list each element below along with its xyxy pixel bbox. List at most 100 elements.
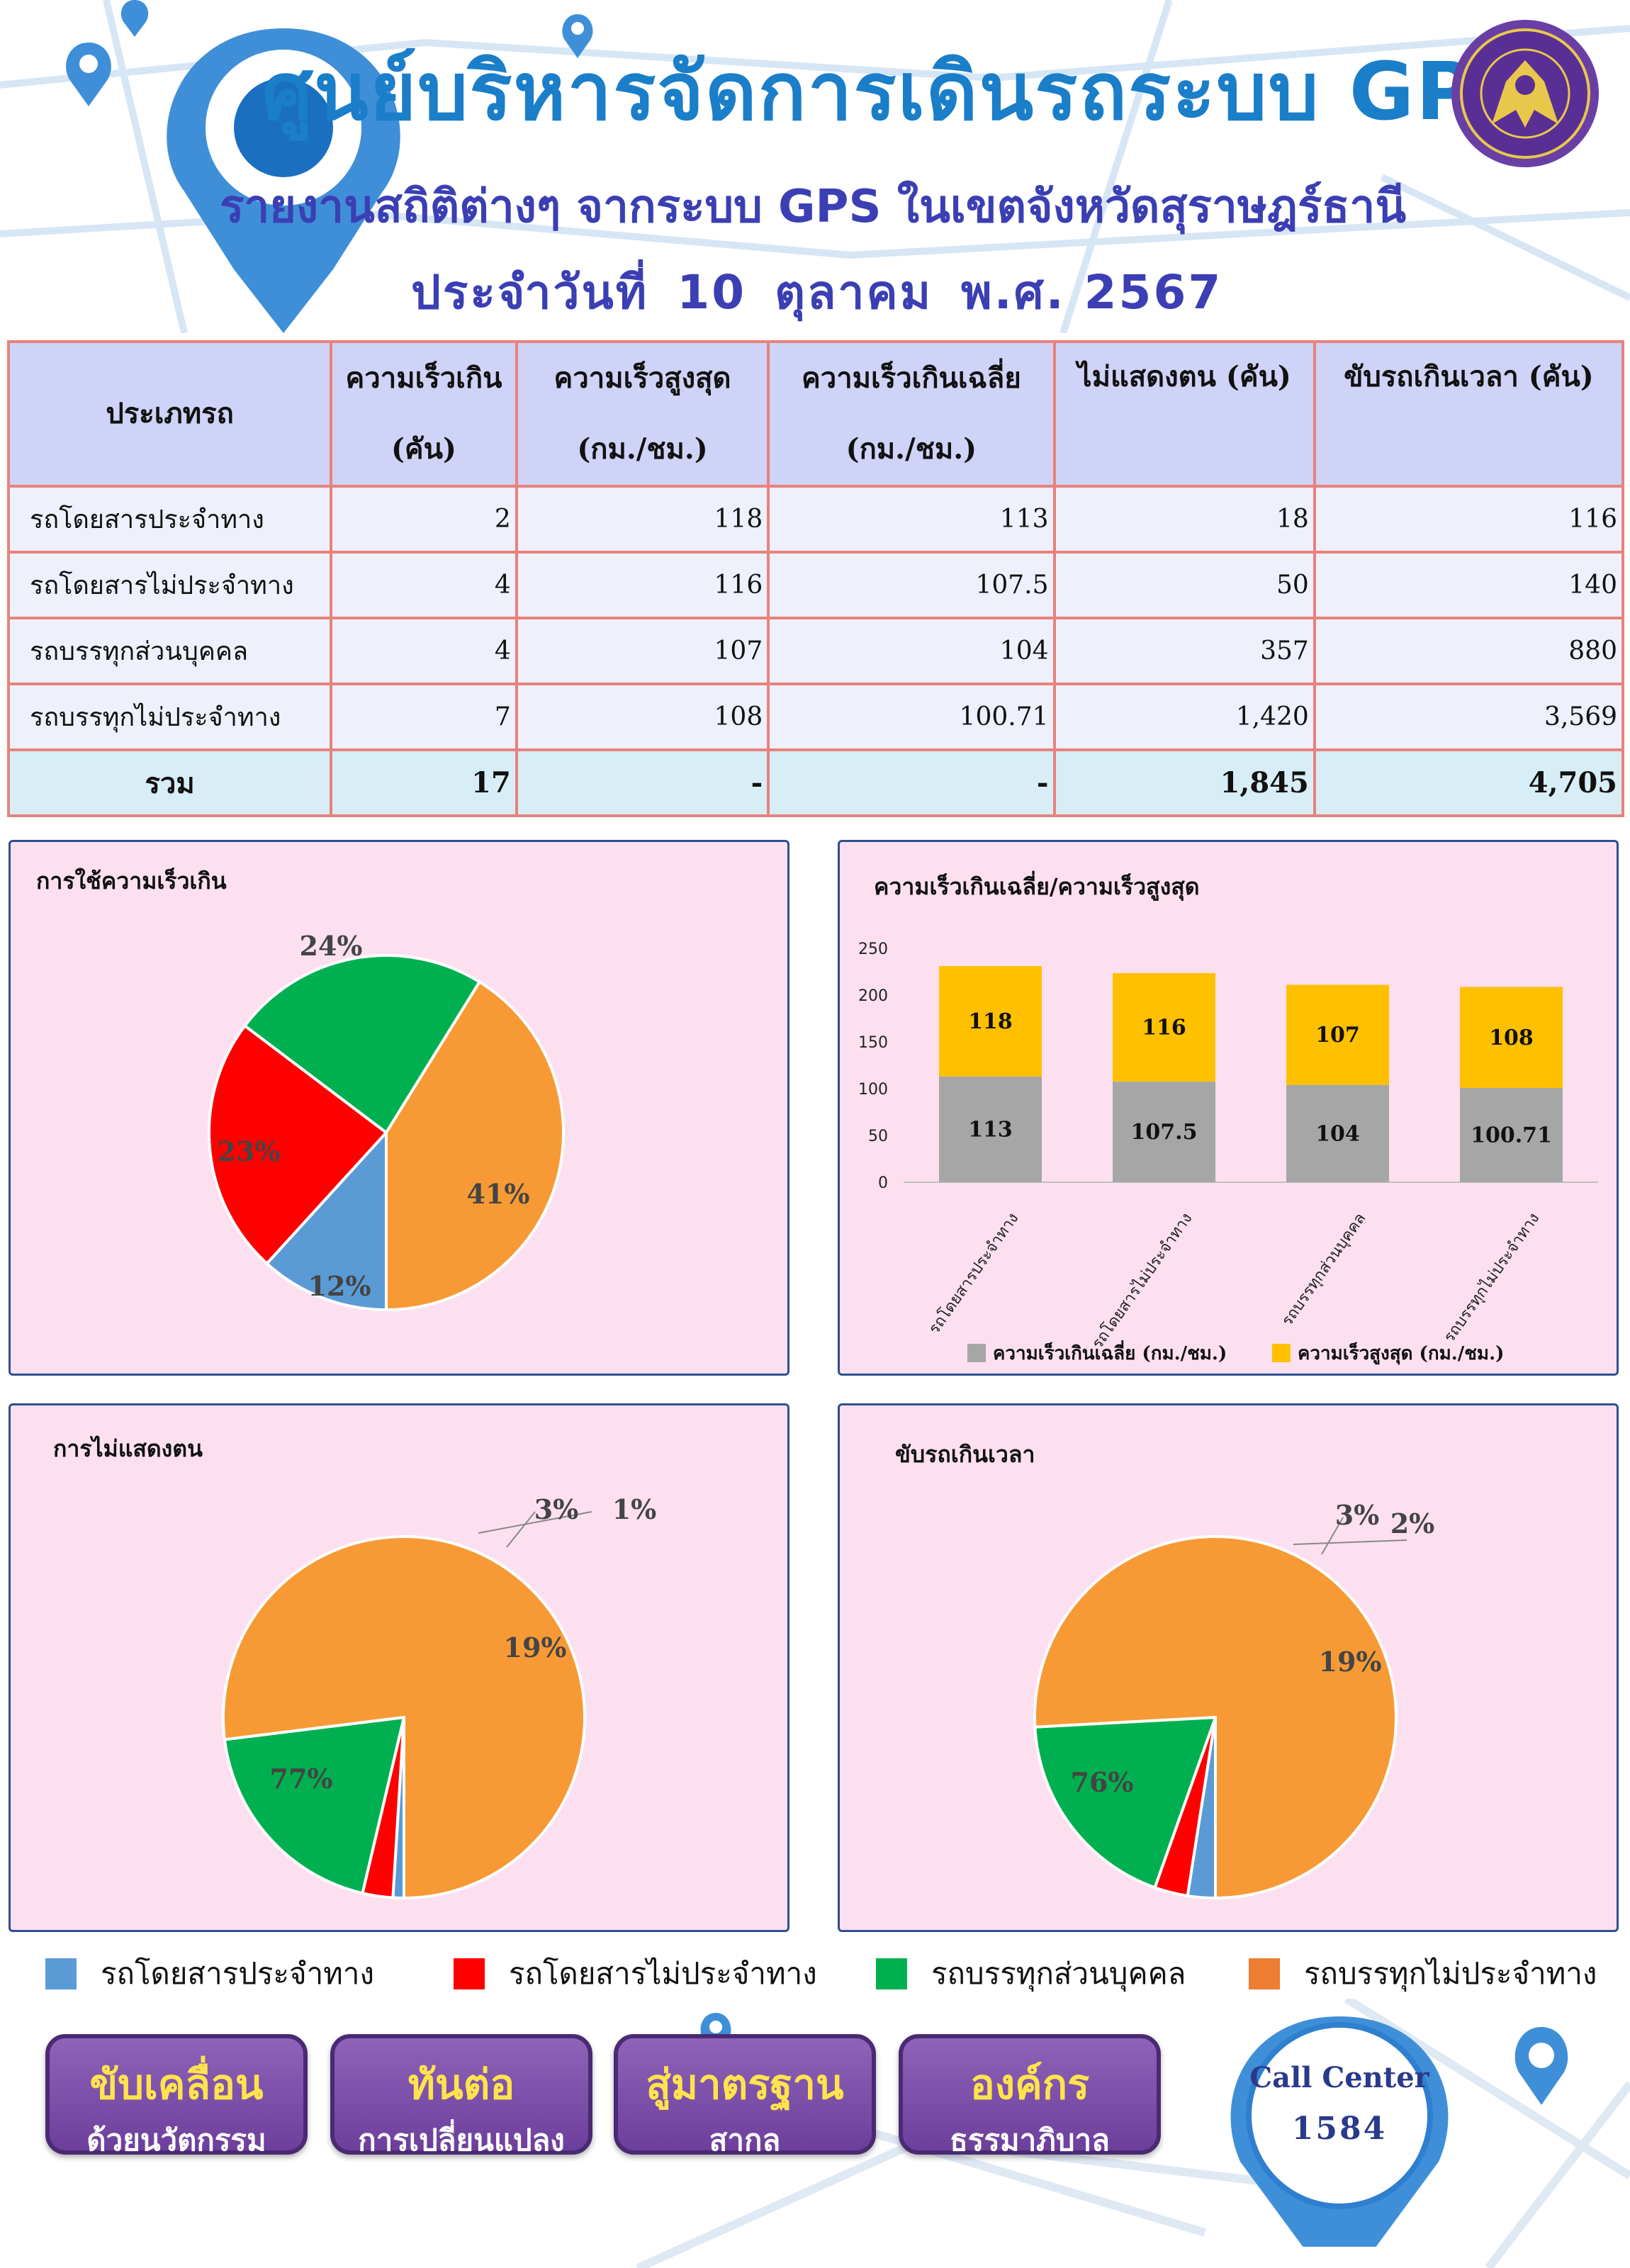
table-row: รถบรรทุกส่วนบุคคล 4 107 104 357 880: [6, 617, 1625, 685]
table-header-row: ประเภทรถ ความเร็วเกิน (คัน) ความเร็วสูงสุ…: [6, 340, 1625, 488]
bar-data-label: 113: [968, 1117, 1013, 1142]
pie-data-label: 2%: [1390, 1508, 1435, 1539]
cell-max-speed: 118: [515, 485, 770, 554]
call-center-pin-icon: [1230, 2016, 1449, 2247]
cell-max-speed: 107: [515, 617, 770, 685]
cell-vehicle-type: รถบรรทุกส่วนบุคคล: [6, 617, 333, 685]
pie-data-label: 12%: [308, 1270, 371, 1302]
cell-overspeed: 2: [330, 485, 518, 554]
chart-legend-label: ความเร็วสูงสุด (กม./ชม.): [1298, 1342, 1504, 1365]
bar-data-label: 100.71: [1471, 1123, 1552, 1148]
cell-unidentified: 1,420: [1052, 683, 1316, 751]
cell-overtime: 116: [1313, 485, 1625, 554]
bar-data-label: 118: [968, 1009, 1013, 1034]
pie-data-label: 3%: [1335, 1499, 1380, 1531]
table-row: รถบรรทุกไม่ประจำทาง 7 108 100.71 1,420 3…: [6, 683, 1625, 751]
cell-total-overtime: 4,705: [1313, 748, 1625, 817]
date-month: ตุลาคม: [775, 265, 933, 320]
chart-title: การไม่แสดงตน: [53, 1435, 203, 1462]
bar-data-label: 116: [1142, 1016, 1186, 1040]
cell-avg-overspeed: 107.5: [767, 551, 1056, 619]
x-category-label: รถบรรทุกไม่ประจำทาง: [1440, 1210, 1544, 1346]
y-tick-label: 100: [858, 1081, 888, 1099]
legend-item-bus-nonfixed: รถโดยสารไม่ประจำทาง: [454, 1950, 817, 1997]
cell-vehicle-type: รถโดยสารประจำทาง: [6, 485, 333, 554]
chart-legend-label: ความเร็วเกินเฉลี่ย (กม./ชม.): [993, 1340, 1227, 1364]
y-tick-label: 200: [858, 987, 888, 1005]
legend-label: รถโดยสารไม่ประจำทาง: [509, 1956, 817, 1991]
cell-total-overspeed: 17: [330, 748, 518, 817]
page-title: ศูนย์บริหารจัดการเดินรถระบบ GPS: [262, 46, 1534, 138]
chart-legend-swatch: [1272, 1344, 1291, 1362]
pie-data-label: 24%: [300, 930, 363, 962]
date-prefix: ประจำวันที่: [411, 265, 649, 320]
pie-data-label: 77%: [270, 1763, 333, 1795]
legend-label: รถบรรทุกไม่ประจำทาง: [1304, 1956, 1597, 1991]
cell-vehicle-type: รถโดยสารไม่ประจำทาง: [6, 551, 333, 619]
department-seal-logo: [1451, 20, 1599, 167]
bar-segment-avg-speed: [1113, 1082, 1215, 1182]
bar-data-label: 107: [1315, 1023, 1360, 1048]
header-vehicle-type: ประเภทรถ: [6, 340, 333, 488]
bar-segment-max-speed: [1460, 987, 1563, 1089]
report-date: ประจำวันที่ 10 ตุลาคม พ.ศ. 2567: [411, 255, 1251, 330]
pie-slice: [242, 954, 482, 1135]
cell-overtime: 3,569: [1313, 683, 1625, 751]
leader-line: [478, 1511, 592, 1534]
legend-item-truck-nonfixed: รถบรรทุกไม่ประจำทาง: [1249, 1950, 1597, 1997]
bar-segment-max-speed: [1286, 984, 1389, 1085]
date-year: พ.ศ. 2567: [961, 265, 1223, 320]
cell-max-speed: 116: [515, 551, 770, 619]
pie-data-label: 76%: [1071, 1766, 1134, 1798]
overtime-pie-chart: 2% 3% 19% 76%: [1033, 1499, 1435, 1900]
chart-title: การใช้ความเร็วเกิน: [36, 868, 227, 894]
cell-total-label: รวม: [6, 748, 333, 817]
y-tick-label: 250: [858, 941, 888, 958]
cell-vehicle-type: รถบรรทุกไม่ประจำทาง: [6, 683, 333, 751]
small-pin-icon: [562, 14, 593, 58]
table-total-row: รวม 17 - - 1,845 4,705: [6, 748, 1625, 817]
pie-data-label: 41%: [467, 1178, 530, 1210]
table-row: รถโดยสารไม่ประจำทาง 4 116 107.5 50 140: [6, 551, 1625, 619]
bar-segment-max-speed: [939, 966, 1042, 1077]
leader-line: [1293, 1539, 1407, 1545]
chart-legend-swatch: [967, 1344, 986, 1362]
overtime-pie-panel: ขับรถเกินเวลา 2% 3% 19% 76%: [838, 1403, 1619, 1932]
header: ศูนย์บริหารจัดการเดินรถระบบ GPS รายงานสถ…: [0, 0, 1630, 333]
statistics-table: ประเภทรถ ความเร็วเกิน (คัน) ความเร็วสูงสุ…: [6, 340, 1625, 817]
small-pin-icon: [66, 43, 111, 106]
cell-overtime: 140: [1313, 551, 1625, 619]
pie-slice: [1033, 1715, 1218, 1890]
bar-data-label: 107.5: [1131, 1120, 1198, 1145]
unidentified-pie-panel: การไม่แสดงตน 1% 3% 19% 77%: [9, 1403, 789, 1932]
legend-swatch: [454, 1958, 485, 1989]
bar-data-label: 104: [1315, 1121, 1360, 1146]
bar-segment-avg-speed: [1460, 1088, 1563, 1182]
y-tick-label: 0: [878, 1174, 888, 1192]
cell-total-unidentified: 1,845: [1052, 748, 1316, 817]
legend-item-bus-fixed: รถโดยสารประจำทาง: [45, 1950, 374, 1997]
pie-data-label: 3%: [534, 1493, 579, 1525]
cell-avg-overspeed: 113: [767, 485, 1056, 554]
header-overtime: ขับรถเกินเวลา (คัน): [1313, 340, 1625, 488]
legend-label: รถบรรทุกส่วนบุคคล: [931, 1956, 1186, 1991]
chart-title: ขับรถเกินเวลา: [895, 1441, 1035, 1468]
legend-swatch: [876, 1958, 907, 1989]
overspeed-pie-chart: 12% 23% 24% 41%: [208, 930, 565, 1312]
x-category-label: รถบรรทุกส่วนบุคคล: [1278, 1210, 1369, 1330]
page-subtitle: รายงานสถิติต่างๆ จากระบบ GPS ในเขตจังหวั…: [220, 181, 1407, 233]
cell-avg-overspeed: 104: [767, 617, 1056, 685]
location-pin-icon: [167, 28, 400, 333]
small-pin-icon: [1514, 2027, 1568, 2105]
leader-line: [506, 1511, 536, 1548]
slogan-badge: ขับเคลื่อน ด้วยนวัตกรรม: [45, 2034, 308, 2157]
cell-avg-overspeed: 100.71: [767, 683, 1056, 751]
x-category-label: รถโดยสารประจำทาง: [925, 1210, 1022, 1338]
cell-unidentified: 50: [1052, 551, 1316, 619]
header-unidentified: ไม่แสดงตน (คัน): [1052, 340, 1316, 488]
unidentified-pie-chart: 1% 3% 19% 77%: [222, 1493, 656, 1900]
overspeed-pie-panel: การใช้ความเร็วเกิน 12% 23% 24% 41%: [9, 840, 789, 1376]
pie-slice: [264, 1128, 388, 1312]
date-day: 10: [677, 265, 747, 320]
legend-label: รถโดยสารประจำทาง: [101, 1956, 374, 1991]
